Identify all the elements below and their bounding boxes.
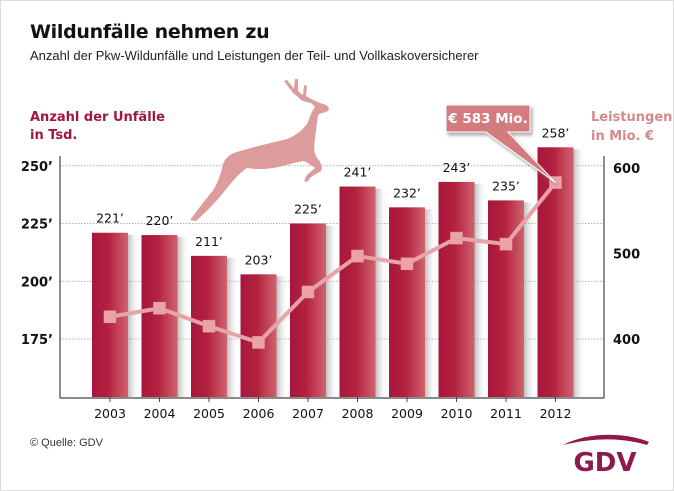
marker-2005 [202, 319, 216, 333]
bar-value-label-2009: 232’ [393, 185, 421, 200]
bar-value-label-2012: 258’ [542, 125, 570, 140]
bar-shadow [227, 257, 239, 397]
bar-value-label-2010: 243’ [443, 160, 471, 175]
bar-value-label-2011: 235’ [492, 178, 520, 193]
x-tick-label-2006: 2006 [243, 406, 275, 421]
bar-shadow [276, 276, 289, 397]
right-tick-label: 400 [613, 333, 640, 348]
chart-subtitle: Anzahl der Pkw-Wildunfälle und Leistunge… [30, 48, 479, 63]
bar-shadow [425, 209, 437, 397]
callout-text: € 583 Mio. [447, 111, 527, 127]
bar-2009 [389, 207, 425, 397]
bar-2004 [141, 235, 178, 397]
bar-shadow [524, 202, 536, 397]
x-tick-label-2012: 2012 [540, 406, 572, 421]
left-axis-ticks: 175’ 200’ 225’ 250’ [21, 160, 53, 348]
marker-2006 [252, 336, 265, 349]
x-tick-label-2005: 2005 [193, 406, 225, 421]
bar-value-label-2004: 220’ [146, 213, 174, 228]
bar-shadow [474, 183, 487, 397]
bar-value-label-2006: 203’ [245, 252, 273, 267]
leaping-deer-icon [190, 79, 329, 221]
right-axis-ticks: 400 500 600 [613, 162, 640, 348]
bar-2012 [537, 147, 574, 397]
leistungen-line [109, 181, 558, 345]
bar-shadow [326, 225, 338, 397]
bar-2011 [488, 200, 524, 397]
right-axis-title-line1: Leistungen [591, 110, 673, 125]
left-axis-title-line1: Anzahl der Unfälle [30, 110, 165, 125]
marker-2010 [450, 231, 463, 245]
left-tick-label: 200’ [21, 275, 53, 290]
bar-2008 [339, 186, 376, 397]
marker-2003 [103, 310, 117, 324]
bar-2010 [438, 181, 475, 397]
gdv-swoosh-logo [563, 434, 649, 445]
x-axis-ticks: 2003 2004 2005 2006 2007 2008 2009 2010 2011 2012 [94, 397, 571, 421]
bar-value-label-2008: 241’ [344, 165, 372, 180]
marker-2008 [351, 249, 364, 263]
bar-shadows [128, 149, 586, 397]
source-note: © Quelle: GDV [30, 437, 103, 449]
x-tick-label-2003: 2003 [94, 406, 126, 421]
bar-value-labels: 221’ 220’ 211’ 203’ 225’ 241’ 232’ 243’ 235’ 258’ [96, 125, 569, 267]
marker-2009 [400, 257, 414, 271]
gdv-logo: GDV [563, 434, 649, 478]
x-tick-label-2009: 2009 [391, 406, 423, 421]
right-axis-title-line2: in Mio. € [591, 129, 655, 144]
marker-2004 [153, 301, 166, 315]
right-axis-title: Leistungen in Mio. € [591, 108, 672, 146]
left-tick-label: 250’ [21, 160, 53, 175]
annotation-callout: € 583 Mio. [445, 104, 556, 183]
left-tick-label: 175’ [21, 333, 53, 348]
x-tick-label-2011: 2011 [490, 406, 522, 421]
bar-value-label-2007: 225’ [294, 202, 322, 217]
marker-2011 [499, 237, 513, 251]
leistungen-line-series [103, 176, 562, 349]
bar-shadow [573, 149, 586, 397]
marker-2007 [301, 285, 315, 299]
x-tick-label-2007: 2007 [292, 406, 324, 421]
bar-value-label-2005: 211’ [195, 234, 223, 249]
bar-value-label-2003: 221’ [96, 211, 124, 226]
right-tick-label: 500 [613, 248, 640, 263]
left-tick-label: 225’ [21, 218, 53, 233]
logo-text: GDV [573, 448, 636, 478]
right-tick-label: 600 [613, 162, 640, 177]
x-tick-label-2010: 2010 [441, 406, 473, 421]
x-tick-label-2004: 2004 [144, 406, 176, 421]
bar-shadow [375, 188, 388, 397]
left-axis-title-line2: in Tsd. [30, 128, 78, 143]
callout-pointer [445, 104, 556, 183]
bar-2006 [240, 274, 277, 397]
bar-2007 [290, 223, 326, 397]
x-tick-label-2008: 2008 [342, 406, 374, 421]
bars [92, 147, 574, 397]
chart-title: Wildunfälle nehmen zu [30, 21, 270, 43]
left-axis-title: Anzahl der Unfälle in Tsd. [30, 109, 165, 145]
bar-shadow [128, 234, 140, 397]
